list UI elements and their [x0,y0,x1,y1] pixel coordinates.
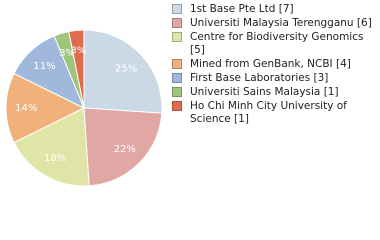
legend-item: 1st Base Pte Ltd [7] [172,3,372,16]
legend-label: Mined from GenBank, NCBI [4] [190,58,351,70]
legend-item: Centre for Biodiversity Genomics [5] [172,31,372,57]
legend-swatch [172,4,182,14]
legend-label: Universiti Sains Malaysia [1] [190,86,339,98]
legend-item: Mined from GenBank, NCBI [4] [172,58,372,71]
pie-slice [5,72,86,144]
pie-chart: 25% 22% 18% 14% 11% 3%3% [5,29,163,187]
legend-label: Centre for Biodiversity Genomics [5] [190,31,364,56]
legend-swatch [172,59,182,69]
slice-label: 25% [115,64,137,75]
pie-slice [83,107,163,187]
legend-swatch [172,73,182,83]
legend: 1st Base Pte Ltd [7] Universiti Malaysia … [172,3,372,127]
pie-slice [83,29,163,114]
slice-label: 14% [15,103,37,114]
slice-label: 11% [33,61,55,72]
slice-label: 3% [59,48,75,59]
legend-label: First Base Laboratories [3] [190,72,329,84]
pie-slice [68,29,85,109]
legend-label: Universiti Malaysia Terengganu [6] [190,17,372,29]
legend-item: First Base Laboratories [3] [172,72,372,85]
legend-swatch [172,32,182,42]
slice-label: 3% [70,46,86,57]
legend-label: Ho Chi Minh City University of Science [… [190,100,347,125]
pie-slice [13,107,90,187]
legend-swatch [172,101,182,111]
legend-item: Universiti Malaysia Terengganu [6] [172,17,372,30]
slice-label: 18% [44,153,66,164]
legend-item: Ho Chi Minh City University of Science [… [172,100,372,126]
legend-swatch [172,18,182,28]
slice-label: 22% [114,144,136,155]
legend-swatch [172,87,182,97]
legend-label: 1st Base Pte Ltd [7] [190,3,294,15]
legend-item: Universiti Sains Malaysia [1] [172,86,372,99]
